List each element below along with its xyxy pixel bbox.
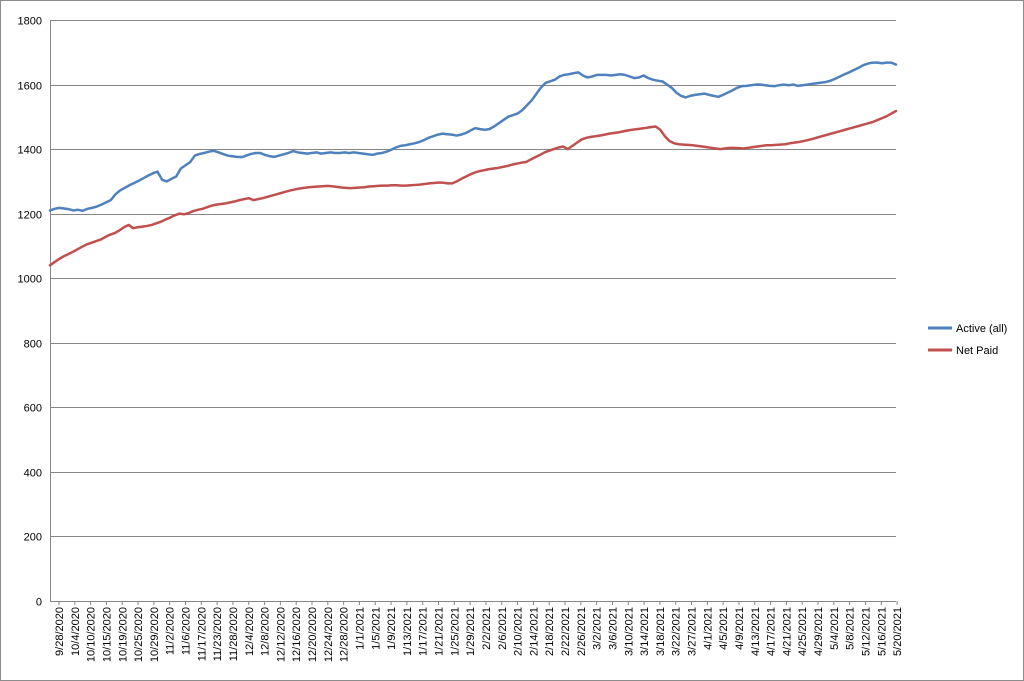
x-tick-label: 2/14/2021 xyxy=(528,607,540,656)
x-tick-label: 4/1/2021 xyxy=(702,607,714,650)
x-tick-label: 3/22/2021 xyxy=(671,607,683,656)
x-tick-label: 11/6/2020 xyxy=(181,607,193,655)
x-tick-label: 10/15/2020 xyxy=(101,607,113,662)
x-tick-label: 4/5/2021 xyxy=(718,607,730,650)
x-tick-label: 11/28/2020 xyxy=(228,607,240,661)
legend-label: Active (all) xyxy=(956,323,1007,335)
x-axis: 9/28/2020 10/4/2020 10/10/2020 10/15/2020 10… xyxy=(50,601,904,662)
x-tick-label: 2/6/2021 xyxy=(497,607,509,650)
y-tick-label: 600 xyxy=(24,403,42,415)
x-tick-label: 4/21/2021 xyxy=(781,607,793,656)
x-tick-label: 5/12/2021 xyxy=(860,607,872,656)
x-tick-label: 1/9/2021 xyxy=(386,607,398,650)
y-tick-label: 400 xyxy=(24,468,42,480)
x-tick-label: 1/25/2021 xyxy=(449,607,461,656)
series-line-0 xyxy=(48,61,898,213)
legend: Active (all) Net Paid xyxy=(928,323,1007,357)
x-tick-label: 4/17/2021 xyxy=(766,607,778,656)
x-tick-label: 3/14/2021 xyxy=(639,607,651,656)
x-tick-label: 11/2/2020 xyxy=(165,607,177,655)
x-tick-label: 2/26/2021 xyxy=(576,607,588,656)
x-tick-label: 3/27/2021 xyxy=(687,607,699,656)
x-tick-label: 3/2/2021 xyxy=(592,607,604,650)
x-tick-label: 1/5/2021 xyxy=(370,607,382,650)
x-tick-label: 12/8/2020 xyxy=(260,607,272,656)
x-tick-label: 1/13/2021 xyxy=(402,607,414,656)
x-tick-label: 2/10/2021 xyxy=(513,607,525,656)
x-tick-label: 1/29/2021 xyxy=(465,607,477,656)
x-tick-label: 10/25/2020 xyxy=(133,607,145,662)
x-tick-label: 3/18/2021 xyxy=(655,607,667,656)
x-tick-label: 4/9/2021 xyxy=(734,607,746,650)
y-tick-label: 1400 xyxy=(18,145,42,157)
y-tick-label: 800 xyxy=(24,339,42,351)
x-tick-label: 2/2/2021 xyxy=(481,607,493,650)
series-line-1 xyxy=(48,109,898,267)
x-tick-label: 10/4/2020 xyxy=(70,607,82,656)
y-tick-label: 1600 xyxy=(18,81,42,93)
legend-label: Net Paid xyxy=(956,345,998,357)
y-tick-label: 200 xyxy=(24,532,42,544)
y-axis: 0 200 400 600 800 1000 1200 1400 1600 1800 xyxy=(18,16,51,609)
x-tick-label: 5/4/2021 xyxy=(829,607,841,650)
x-tick-label: 4/25/2021 xyxy=(797,607,809,656)
x-tick-label: 12/12/2020 xyxy=(275,607,287,662)
x-tick-label: 12/28/2020 xyxy=(339,607,351,662)
x-tick-label: 1/21/2021 xyxy=(434,607,446,656)
x-tick-label: 4/29/2021 xyxy=(813,607,825,656)
x-tick-label: 10/29/2020 xyxy=(149,607,161,662)
x-tick-label: 3/6/2021 xyxy=(607,607,619,650)
x-tick-label: 1/1/2021 xyxy=(354,607,366,650)
x-tick-label: 5/20/2021 xyxy=(892,607,904,656)
x-tick-label: 3/10/2021 xyxy=(623,607,635,656)
x-tick-label: 12/24/2020 xyxy=(323,607,335,662)
y-tick-label: 1000 xyxy=(18,274,42,286)
x-tick-label: 12/4/2020 xyxy=(244,607,256,656)
x-tick-label: 2/18/2021 xyxy=(544,607,556,656)
x-tick-label: 5/16/2021 xyxy=(876,607,888,656)
x-tick-label: 1/17/2021 xyxy=(418,607,430,656)
x-tick-label: 11/17/2020 xyxy=(196,607,208,661)
y-tick-label: 1200 xyxy=(18,210,42,222)
x-tick-label: 2/22/2021 xyxy=(560,607,572,656)
y-tick-label: 1800 xyxy=(18,16,42,28)
x-tick-label: 10/19/2020 xyxy=(117,607,129,662)
x-tick-label: 4/13/2021 xyxy=(750,607,762,656)
x-tick-label: 11/23/2020 xyxy=(212,607,224,661)
x-tick-label: 9/28/2020 xyxy=(54,607,66,656)
y-tick-label: 0 xyxy=(36,597,42,609)
gridlines xyxy=(50,20,896,537)
x-tick-label: 5/8/2021 xyxy=(845,607,857,650)
x-tick-label: 12/16/2020 xyxy=(291,607,303,662)
x-tick-label: 12/20/2020 xyxy=(307,607,319,662)
x-tick-label: 10/10/2020 xyxy=(86,607,98,662)
series-group xyxy=(48,61,898,267)
